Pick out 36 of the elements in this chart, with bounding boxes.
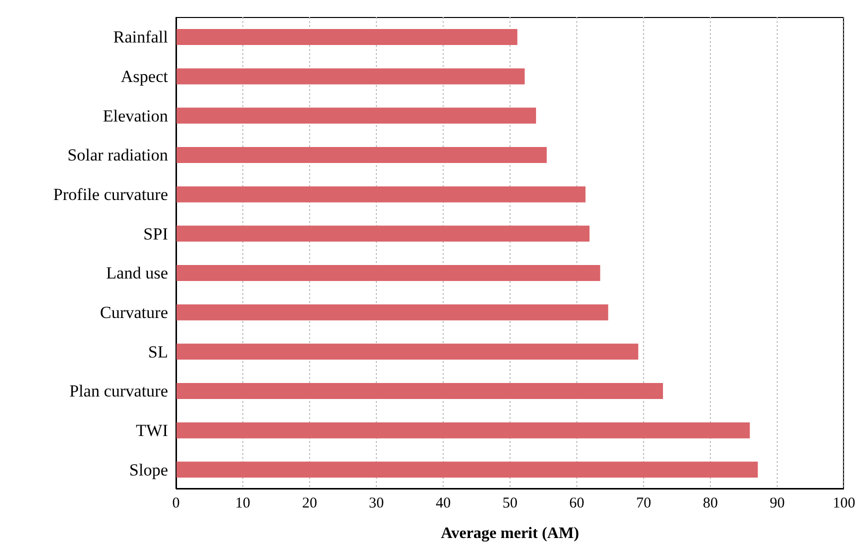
bar	[176, 108, 536, 124]
y-tick-label: Rainfall	[113, 28, 168, 47]
y-tick-label: SPI	[143, 224, 168, 244]
bar	[176, 304, 608, 320]
bar	[176, 226, 590, 242]
x-tick-label: 90	[770, 496, 785, 512]
y-tick-label: Land use	[106, 264, 168, 283]
x-tick-label: 60	[569, 496, 584, 512]
bar	[176, 265, 600, 281]
bar	[176, 68, 525, 84]
bar	[176, 462, 758, 478]
bar	[176, 422, 750, 438]
x-tick-label: 10	[235, 496, 250, 512]
x-axis-title: Average merit (AM)	[440, 525, 580, 542]
x-tick-label: 0	[172, 496, 180, 512]
x-tick-label: 100	[832, 496, 856, 512]
y-tick-label: TWI	[136, 421, 168, 440]
bar	[176, 344, 638, 360]
bar	[176, 29, 518, 45]
y-tick-label: SL	[148, 342, 168, 362]
y-tick-label: Curvature	[100, 303, 168, 322]
y-tick-label: Elevation	[102, 106, 168, 126]
x-tick-label: 50	[502, 496, 518, 512]
x-tick-label: 30	[368, 496, 384, 512]
x-tick-label: 20	[302, 496, 318, 512]
y-tick-label: Plan curvature	[69, 382, 168, 401]
y-tick-label: Solar radiation	[67, 146, 168, 165]
x-tick-label: 80	[702, 496, 718, 512]
bar	[176, 186, 586, 202]
bar	[176, 383, 663, 399]
y-tick-label: Aspect	[120, 67, 168, 86]
x-tick-label: 70	[636, 496, 652, 512]
y-tick-label: Profile curvature	[53, 185, 168, 204]
bar	[176, 147, 547, 163]
y-tick-label: Slope	[129, 460, 168, 480]
x-tick-label: 40	[436, 496, 451, 512]
